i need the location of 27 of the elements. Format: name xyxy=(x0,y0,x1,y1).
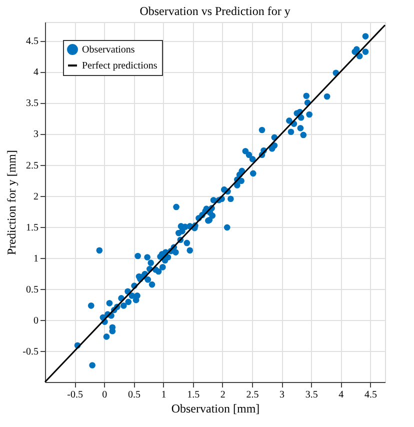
y-tick-label: 3 xyxy=(34,129,38,140)
x-tick-label: 3.5 xyxy=(305,390,318,400)
y-tick-label: 0 xyxy=(34,315,38,326)
y-tick-label: 1.5 xyxy=(26,222,38,234)
x-tick-label: -0.5 xyxy=(67,390,83,400)
x-tick-label: 2 xyxy=(220,390,226,400)
y-tick-label: 0.5 xyxy=(26,284,38,296)
y-tick-label: 4.5 xyxy=(26,36,38,48)
y-tick-label: -0.5 xyxy=(22,346,38,358)
y-tick-label: 3.5 xyxy=(26,98,38,110)
y-axis-title: Prediction for y [mm] xyxy=(4,150,19,255)
legend-label: Observations xyxy=(82,44,135,56)
y-tick-label: 2.5 xyxy=(26,160,38,172)
x-tick-label: 4 xyxy=(338,390,344,400)
chart-title: Observation vs Prediction for y xyxy=(140,4,290,18)
x-tick-label: 0 xyxy=(102,390,108,400)
x-tick-label: 3 xyxy=(280,390,285,400)
x-tick-label: 2.5 xyxy=(246,390,259,400)
y-tick-label: 1 xyxy=(34,253,38,264)
x-tick-label: 1 xyxy=(161,390,166,400)
y-tick-label: 2 xyxy=(34,191,38,202)
y-tick-label: 4 xyxy=(34,67,38,78)
x-tick-label: 4.5 xyxy=(364,390,377,400)
x-axis-title: Observation [mm] xyxy=(171,402,260,416)
x-tick-label: 1.5 xyxy=(187,390,200,400)
x-tick-label: 0.5 xyxy=(128,390,140,400)
legend-label: Perfect predictions xyxy=(82,60,158,72)
